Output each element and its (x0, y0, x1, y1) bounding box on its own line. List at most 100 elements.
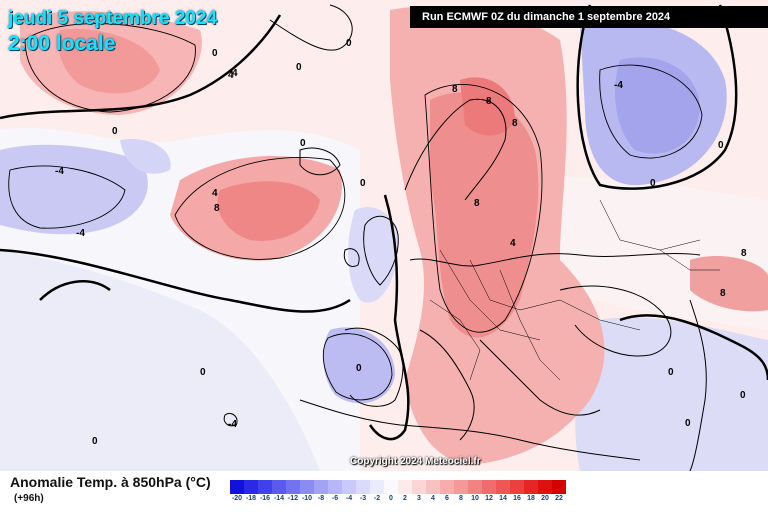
cold-anomaly-southwest (0, 250, 320, 471)
contour-label: 0 (718, 140, 724, 151)
contour-minus-4-med (322, 333, 393, 401)
contour-label: 8 (741, 248, 747, 259)
legend-label: 0 (389, 495, 393, 502)
contour-label: 8 (474, 198, 480, 209)
legend-swatch (230, 480, 244, 494)
legend-swatch (482, 480, 496, 494)
legend-swatch (552, 480, 566, 494)
anomaly-map-canvas: 0 4 8 -4 0 4 8 0 -4 0 8 8 8 4 8 0 0 -4 0… (0, 4, 768, 471)
legend-swatch (538, 480, 552, 494)
legend-label: -3 (359, 495, 367, 502)
legend-swatch (440, 480, 454, 494)
legend-swatch (398, 480, 412, 494)
contour-label: 8 (214, 203, 220, 214)
contour-west (39, 280, 111, 301)
coast-north-europe (409, 253, 701, 267)
contour-atlantic (0, 248, 351, 313)
cold-anomaly-russia-core (615, 57, 700, 154)
legend-label: -4 (345, 495, 353, 502)
contour-label: 0 (212, 48, 218, 59)
contour-minus-4-atlantic (8, 165, 126, 229)
cold-anomaly-patch (120, 139, 171, 174)
legend-label: 18 (527, 495, 535, 502)
contour-label: 4 (212, 188, 218, 199)
legend-swatch (384, 480, 398, 494)
legend-label: -14 (273, 495, 285, 502)
warm-anomaly-mid-atlantic-core (217, 181, 320, 241)
contour-minus-4-russia (599, 64, 703, 159)
legend-swatch (258, 480, 272, 494)
coast-north-africa (299, 399, 641, 461)
forecast-local-time: 2:00 locale (8, 32, 116, 55)
coast-italy (419, 329, 475, 441)
legend-swatch (286, 480, 300, 494)
coast-iceland (299, 147, 341, 176)
color-scale-legend: -20 -18 -16 -14 -12 -10 -8 -6 -4 -3 -2 0 2 3 4 6 8 10 12 14… (230, 480, 566, 505)
lead-time-label: (+96h) (14, 493, 44, 504)
border-g (659, 249, 720, 271)
legend-label: 6 (445, 495, 449, 502)
legend-swatch (468, 480, 482, 494)
legend-label: 2 (403, 495, 407, 502)
legend-label: -12 (287, 495, 299, 502)
contour-russia (576, 4, 738, 190)
border-e (559, 299, 641, 331)
contour-north (0, 14, 282, 120)
legend-swatch (496, 480, 510, 494)
coast-greenland-east (269, 4, 353, 51)
legend-swatch (412, 480, 426, 494)
contour-label: 0 (650, 178, 656, 189)
contour-label: 0 (92, 436, 98, 447)
coast-britain (363, 215, 399, 286)
legend-label: -6 (331, 495, 339, 502)
legend-swatch (426, 480, 440, 494)
warm-anomaly-scandinavia-core (430, 92, 539, 338)
zero-contours (0, 4, 768, 441)
model-run-banner: Run ECMWF 0Z du dimanche 1 septembre 202… (410, 6, 768, 28)
border-f (599, 199, 701, 251)
cold-anomaly-mediterranean (323, 327, 395, 404)
legend-label: 10 (471, 495, 479, 502)
legend-label: -2 (373, 495, 381, 502)
cold-anomaly-southeast (575, 317, 768, 471)
legend-label: 8 (459, 495, 463, 502)
contour-label: -4 (228, 419, 237, 430)
map-footer: Anomalie Temp. à 850hPa (°C) (+96h) -2 0 -… (0, 471, 768, 512)
contour-8-europe (424, 84, 543, 333)
legend-label: -8 (317, 495, 325, 502)
border-a (439, 249, 541, 341)
border-c (429, 299, 481, 381)
contour-label: 0 (346, 38, 352, 49)
coast-caspian (689, 299, 707, 471)
contour-label: 0 (112, 126, 118, 137)
legend-label: 14 (499, 495, 507, 502)
warm-anomaly-scandinavia-peak (460, 77, 515, 136)
legend-label: 22 (555, 495, 563, 502)
legend-label: 20 (541, 495, 549, 502)
coast-iberia (344, 327, 404, 407)
parameter-title: Anomalie Temp. à 850hPa (°C) (10, 474, 211, 490)
forecast-date-title: jeudi 5 septembre 2024 (8, 8, 218, 29)
border-d (499, 269, 561, 381)
contour-label: -4 (55, 166, 64, 177)
country-borders (429, 199, 720, 381)
contour-4-greenland (24, 23, 196, 113)
legend-swatch (454, 480, 468, 494)
legend-swatch (524, 480, 538, 494)
legend-labels: -20 -18 -16 -14 -12 -10 -8 -6 -4 -3 -2 0 2 3 4 6 8 10 12 14… (230, 495, 566, 505)
contour-label: 8 (512, 118, 518, 129)
contour-label: 0 (296, 62, 302, 73)
contour-label: -4 (76, 228, 85, 239)
legend-swatch (244, 480, 258, 494)
legend-swatch (300, 480, 314, 494)
legend-swatches (230, 480, 566, 494)
contour-label: 4 (510, 238, 516, 249)
legend-swatch (314, 480, 328, 494)
coast-balkans (479, 339, 601, 416)
contour-label: 4 (232, 68, 238, 79)
legend-swatch (510, 480, 524, 494)
contour-label: 8 (486, 96, 492, 107)
legend-label: 3 (417, 495, 421, 502)
contour-southeast (619, 314, 768, 381)
copyright-notice: Copyright 2024 Meteociel.fr (350, 456, 481, 467)
